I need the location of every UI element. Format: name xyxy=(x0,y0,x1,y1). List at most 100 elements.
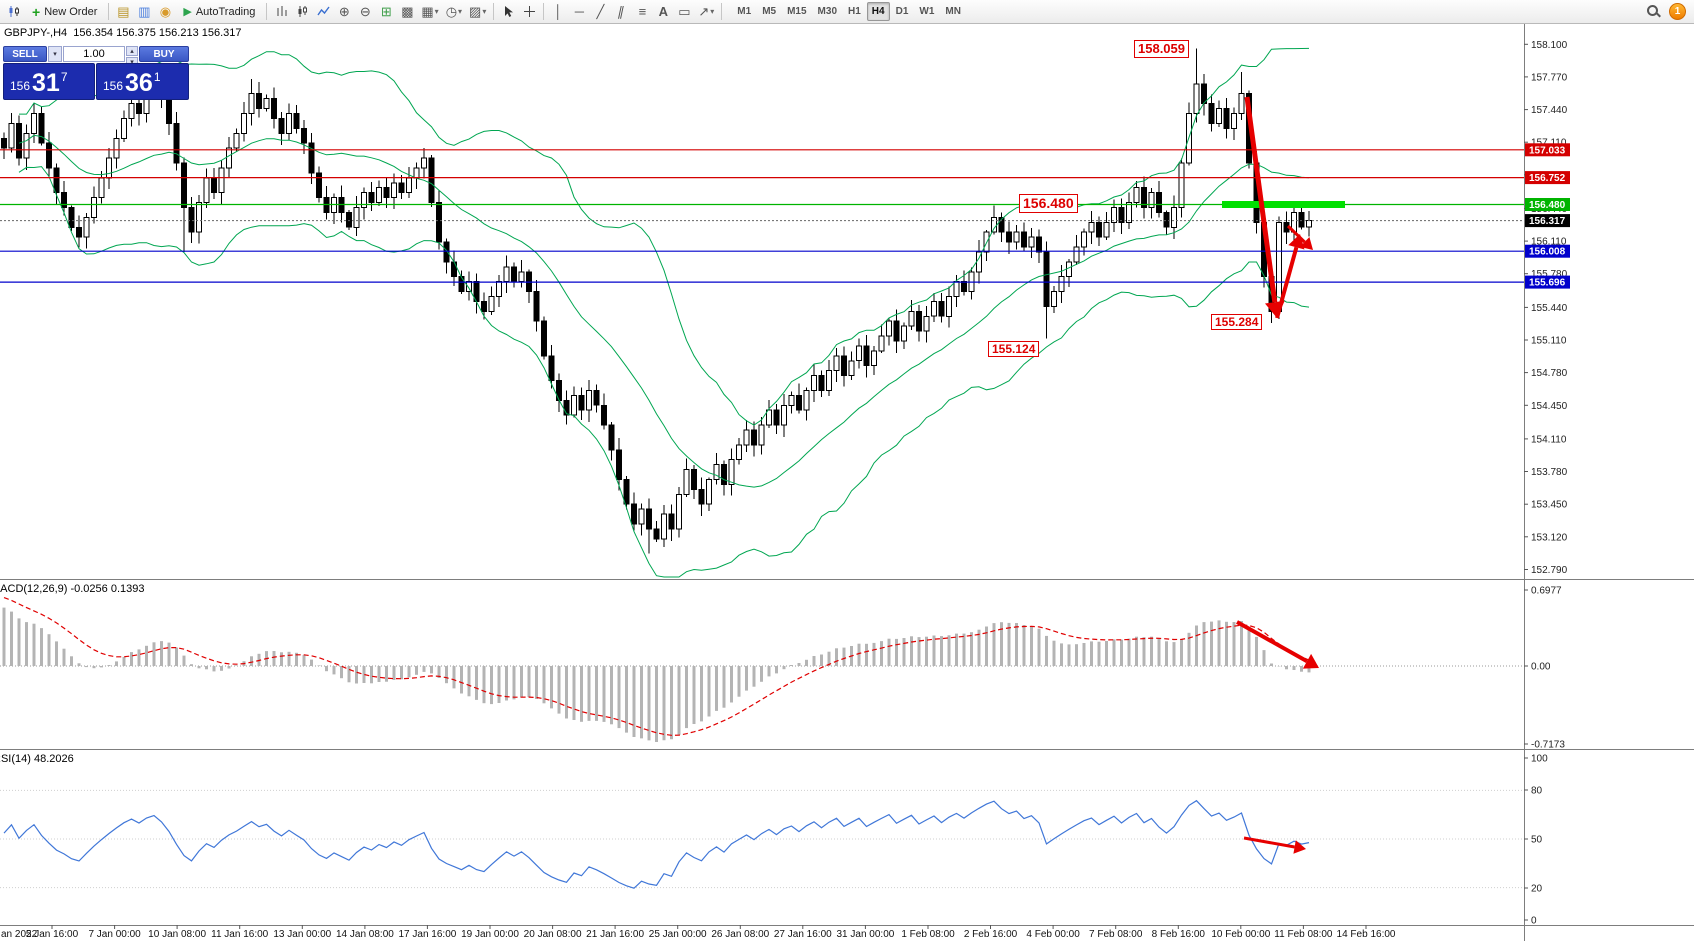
price-annotation[interactable]: 155.284 xyxy=(1211,314,1263,331)
volume-input[interactable]: 1.00 xyxy=(63,46,125,62)
candle-body xyxy=(166,98,172,124)
shapes-tool-icon[interactable]: ↗ ▾ xyxy=(698,3,715,19)
candle-body xyxy=(293,113,300,129)
svg-text:157.033: 157.033 xyxy=(1529,145,1566,156)
cursor-icon[interactable] xyxy=(498,2,518,22)
timeframe-mn[interactable]: MN xyxy=(945,6,961,17)
market-watch-icon[interactable]: ▤ xyxy=(117,3,130,19)
candle-body xyxy=(826,370,832,392)
candle-body xyxy=(451,261,457,278)
trend-arrows[interactable] xyxy=(1236,96,1319,854)
chart-window-icon[interactable] xyxy=(4,2,24,22)
volume-preset-dropdown[interactable]: ▾ xyxy=(48,46,62,62)
zoom-out-icon[interactable]: ⊖ xyxy=(359,3,371,19)
macd-signal-line xyxy=(3,597,1310,736)
candle-body xyxy=(466,281,472,293)
price-annotation[interactable]: 158.059 xyxy=(1134,40,1189,58)
timeframe-m1[interactable]: M1 xyxy=(737,6,752,17)
new-order-button[interactable]: + New Order xyxy=(25,2,104,22)
line-chart-mode-icon[interactable] xyxy=(313,2,333,22)
search-icon[interactable] xyxy=(1643,2,1664,22)
trendline-tool-icon[interactable]: ╱ xyxy=(596,3,605,19)
sell-price-display[interactable]: 156 31 7 xyxy=(3,63,95,100)
candle-body xyxy=(368,192,375,204)
price-axis-tag xyxy=(1525,275,1570,289)
candle-body xyxy=(691,469,697,490)
cascade-windows-icon[interactable]: ▩ xyxy=(401,3,414,19)
macd-axis[interactable]: 0.6977 0.00 -0.7173 xyxy=(1524,586,1565,751)
horizontal-line-tool-icon[interactable]: ─ xyxy=(574,4,584,19)
svg-text:156.008: 156.008 xyxy=(1529,247,1566,258)
price-axis-label: 154.780 xyxy=(1531,368,1568,379)
label-tool-icon[interactable]: ▭ xyxy=(678,3,691,19)
rsi-pane-label: RSI(14) 48.2026 xyxy=(0,753,74,765)
candle-body xyxy=(106,157,112,179)
price-annotation[interactable]: 155.124 xyxy=(988,341,1040,358)
fibonacci-tool-icon[interactable]: ≡ xyxy=(638,4,647,19)
sell-button[interactable]: SELL xyxy=(3,46,47,62)
candle-body xyxy=(1141,187,1147,208)
timeframe-d1[interactable]: D1 xyxy=(895,6,909,17)
new-chart-icon[interactable]: ▦ ▾ xyxy=(421,3,439,19)
sell-price-big: 31 xyxy=(32,69,60,97)
price-annotation[interactable]: 156.480 xyxy=(1019,194,1078,213)
candle-body xyxy=(376,187,382,203)
candle-body xyxy=(428,157,435,203)
mini-candle-icon xyxy=(9,6,19,17)
timeframe-w1[interactable]: W1 xyxy=(919,6,935,17)
text-tool-icon[interactable]: A xyxy=(658,4,669,19)
vertical-line-tool-icon[interactable]: │ xyxy=(554,4,563,19)
candle-body xyxy=(1231,113,1237,129)
candle-body xyxy=(263,98,270,110)
notification-badge[interactable]: 1 xyxy=(1669,3,1686,20)
autotrading-button[interactable]: ▶ AutoTrading xyxy=(176,2,262,22)
tile-windows-icon[interactable]: ⊞ xyxy=(380,3,392,19)
volume-up-icon[interactable]: ▴ xyxy=(126,46,138,56)
periods-clock-icon[interactable]: ◷ ▾ xyxy=(445,3,463,19)
candle-body xyxy=(848,360,855,377)
crosshair-icon[interactable] xyxy=(519,2,539,22)
timeframe-h1[interactable]: H1 xyxy=(848,6,861,17)
zoom-in-icon[interactable]: ⊕ xyxy=(338,3,350,19)
candle-body xyxy=(541,320,547,357)
candle-body xyxy=(1216,108,1222,124)
candle-body xyxy=(721,464,727,485)
time-axis-label: 10 Jan 08:00 xyxy=(148,929,206,940)
time-axis-label: 1 Feb 08:00 xyxy=(901,929,955,940)
timeframe-h4[interactable]: H4 xyxy=(866,2,890,21)
candle-body xyxy=(923,315,930,332)
candle-body xyxy=(781,404,787,426)
svg-text:50: 50 xyxy=(1531,835,1543,846)
time-axis-label: 14 Jan 08:00 xyxy=(336,929,394,940)
candle-body xyxy=(218,167,225,194)
candle-body xyxy=(1051,291,1057,307)
rsi-axis[interactable]: 100 80 50 20 0 xyxy=(1524,754,1548,927)
strategy-tester-icon[interactable]: ◉ xyxy=(159,3,172,19)
candle-body xyxy=(766,409,772,426)
channel-tool-icon[interactable]: ∥ xyxy=(616,3,627,19)
candle-body xyxy=(406,177,412,194)
time-axis-label: 17 Jan 16:00 xyxy=(398,929,456,940)
timeframe-m15[interactable]: M15 xyxy=(787,6,807,17)
candlestick-mode-icon[interactable] xyxy=(292,2,312,22)
price-axis[interactable]: 158.100157.770157.440157.110156.780156.4… xyxy=(1524,40,1570,576)
timeframe-m30[interactable]: M30 xyxy=(817,6,837,17)
buy-price-display[interactable]: 156 36 1 xyxy=(96,63,189,100)
data-window-icon[interactable]: ▥ xyxy=(138,3,151,19)
svg-text:0.00: 0.00 xyxy=(1531,662,1551,673)
buy-button[interactable]: BUY xyxy=(139,46,189,62)
svg-text:100: 100 xyxy=(1531,754,1548,765)
timeframe-m5[interactable]: M5 xyxy=(762,6,777,17)
templates-icon[interactable]: ▨ ▾ xyxy=(469,3,487,19)
new-order-icon: + xyxy=(32,3,41,20)
candle-body xyxy=(8,122,15,149)
candle-body xyxy=(608,424,615,451)
bar-chart-mode-icon[interactable] xyxy=(271,2,291,22)
time-axis-label: 20 Jan 08:00 xyxy=(524,929,582,940)
price-axis-label: 153.120 xyxy=(1531,532,1568,543)
macd-histogram xyxy=(2,607,1311,742)
candle-body xyxy=(638,508,645,525)
support-zone-bar[interactable] xyxy=(1222,201,1345,208)
